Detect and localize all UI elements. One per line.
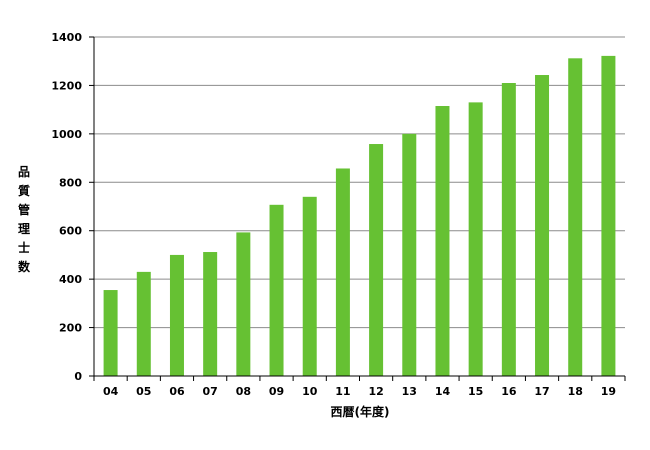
- y-tick-label: 200: [59, 322, 82, 335]
- y-tick-label: 0: [74, 370, 82, 383]
- bar: [468, 102, 483, 376]
- bar: [269, 204, 284, 376]
- bar: [335, 168, 350, 376]
- x-tick-label: 05: [136, 385, 151, 398]
- bar: [203, 252, 218, 376]
- x-tick-label: 17: [534, 385, 549, 398]
- y-axis-title-char: 理: [18, 222, 30, 236]
- x-tick-label: 08: [236, 385, 251, 398]
- bar: [601, 55, 616, 376]
- y-tick-label: 1400: [51, 31, 82, 44]
- x-tick-label: 09: [269, 385, 284, 398]
- x-tick-label: 14: [435, 385, 451, 398]
- bar: [103, 290, 118, 376]
- x-tick-label: 04: [103, 385, 119, 398]
- x-tick-labels: 04 05 06 07 08 09 10 11 12 13 14 15 16 17 18 19: [93, 376, 626, 398]
- bar: [501, 83, 516, 376]
- y-tick-label: 600: [59, 225, 82, 238]
- x-tick-label: 13: [402, 385, 417, 398]
- bars: [103, 55, 616, 377]
- y-tick-labels: 0 200 400 600 800 1000 1200 1400: [51, 31, 94, 383]
- bar: [402, 133, 417, 376]
- x-tick-label: 06: [169, 385, 185, 398]
- y-axis-title-char: 質: [18, 183, 30, 198]
- y-axis-title-char: 士: [18, 240, 30, 255]
- x-tick-label: 19: [601, 385, 616, 398]
- y-tick-label: 400: [59, 273, 82, 286]
- x-axis-title: 西暦(年度): [331, 404, 390, 419]
- bar: [136, 271, 151, 376]
- bar: [236, 232, 251, 376]
- bar: [568, 58, 583, 377]
- bar: [535, 75, 550, 377]
- bar: [302, 196, 317, 376]
- y-axis-title-char: 数: [18, 259, 31, 274]
- y-axis-title-char: 品: [18, 165, 30, 179]
- x-tick-label: 12: [368, 385, 383, 398]
- x-tick-label: 16: [501, 385, 517, 398]
- x-tick-label: 18: [568, 385, 583, 398]
- y-axis-title-char: 管: [18, 202, 30, 217]
- x-tick-label: 10: [302, 385, 318, 398]
- y-tick-label: 1000: [51, 128, 82, 141]
- y-tick-label: 800: [59, 176, 82, 189]
- bar: [369, 144, 384, 376]
- x-tick-label: 07: [203, 385, 218, 398]
- bar: [169, 254, 184, 376]
- bar: [435, 106, 450, 376]
- x-tick-label: 11: [335, 385, 350, 398]
- x-tick-label: 15: [468, 385, 483, 398]
- y-tick-label: 1200: [51, 79, 82, 92]
